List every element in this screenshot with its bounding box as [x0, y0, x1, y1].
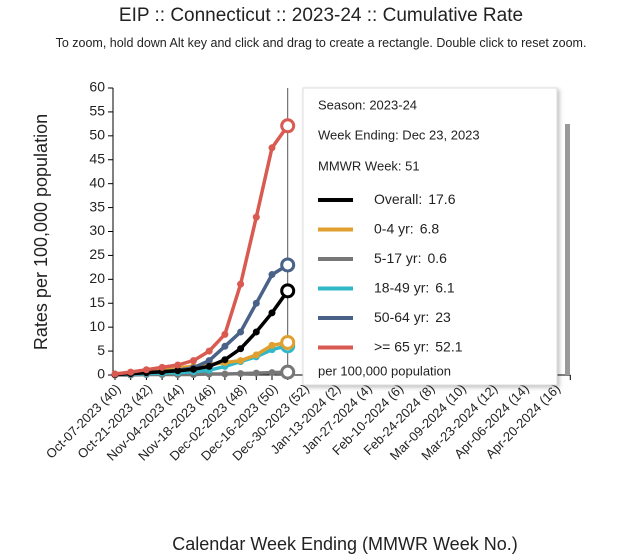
- y-tick-label: 40: [89, 174, 105, 190]
- y-tick-label: 15: [89, 294, 105, 310]
- y-tick-label: 30: [89, 222, 105, 238]
- series-line: [114, 124, 290, 376]
- tooltip-item-value: 52.1: [435, 338, 462, 354]
- y-tick-label: 10: [89, 318, 105, 334]
- data-point: [237, 328, 245, 336]
- tooltip-item: >= 65 yr: 52.1: [374, 338, 463, 354]
- tooltip-item: 0-4 yr: 6.8: [374, 220, 439, 236]
- tooltip-mmwr: MMWR Week: 51: [318, 158, 420, 173]
- data-point: [174, 367, 182, 375]
- tooltip-item-name: 18-49 yr:: [374, 279, 429, 295]
- data-point: [252, 213, 260, 221]
- tooltip-item-value: 0.6: [427, 250, 447, 266]
- tooltip-item: 18-49 yr: 6.1: [374, 279, 455, 295]
- data-point: [205, 357, 213, 365]
- data-point: [190, 365, 197, 373]
- data-point: [268, 271, 276, 279]
- y-tick-label: 0: [97, 366, 105, 382]
- y-tick-label: 50: [89, 127, 105, 143]
- data-point: [205, 362, 213, 370]
- tooltip-item: 50-64 yr: 23: [374, 309, 451, 325]
- data-point: [190, 357, 197, 365]
- y-tick-label: 20: [89, 270, 105, 286]
- data-point: [174, 361, 182, 369]
- tooltip-item-value: 6.1: [435, 279, 455, 295]
- data-point: [221, 356, 229, 364]
- tooltip-item: Overall: 17.6: [374, 191, 456, 207]
- scroll-bar: [565, 124, 570, 375]
- data-point: [268, 309, 276, 317]
- data-point: [280, 334, 296, 350]
- y-tick-label: 35: [89, 198, 105, 214]
- tooltip-box: [302, 87, 558, 386]
- tooltip-item-name: 0-4 yr:: [374, 220, 414, 236]
- data-point: [237, 370, 245, 378]
- data-point: [268, 341, 276, 349]
- tooltip-week: Week Ending: Dec 23, 2023: [318, 127, 480, 142]
- data-point: [111, 370, 119, 378]
- tooltip-item-name: >= 65 yr:: [374, 338, 429, 354]
- tooltip-item-name: 5-17 yr:: [374, 250, 421, 266]
- data-point: [280, 257, 296, 273]
- chart-title: EIP :: Connecticut :: 2023-24 :: Cumulat…: [119, 5, 523, 26]
- data-point: [280, 283, 296, 299]
- data-point: [252, 351, 260, 359]
- x-axis-label: Calendar Week Ending (MMWR Week No.): [172, 534, 517, 554]
- tooltip: Season: 2023-24 Week Ending: Dec 23, 2023…: [302, 87, 558, 386]
- data-point: [221, 370, 229, 378]
- tooltip-item: 5-17 yr: 0.6: [374, 250, 447, 266]
- tooltip-item-value: 17.6: [428, 191, 455, 207]
- y-tick-label: 55: [89, 103, 105, 119]
- data-point: [158, 363, 166, 371]
- data-point: [142, 366, 150, 374]
- y-tick-label: 5: [97, 342, 105, 358]
- data-point: [237, 280, 245, 288]
- tooltip-season: Season: 2023-24: [318, 97, 417, 112]
- data-point: [280, 118, 296, 134]
- tooltip-item-name: Overall:: [374, 191, 422, 207]
- data-point: [237, 357, 245, 365]
- chart-subtitle: To zoom, hold down Alt key and click and…: [55, 36, 587, 50]
- data-point: [221, 342, 229, 350]
- data-point: [221, 330, 229, 338]
- y-tick-label: 25: [89, 246, 105, 262]
- data-point: [280, 364, 296, 380]
- data-point: [268, 369, 276, 377]
- series-line: [114, 289, 290, 377]
- data-point: [252, 328, 260, 336]
- data-point: [252, 299, 260, 307]
- tooltip-item-name: 50-64 yr:: [374, 309, 429, 325]
- data-point: [268, 144, 276, 152]
- data-point: [205, 347, 213, 355]
- tooltip-item-value: 6.8: [420, 220, 440, 236]
- data-point: [252, 369, 260, 377]
- series-line: [114, 263, 289, 377]
- data-point: [127, 368, 135, 376]
- subtitle-box: To zoom, hold down Alt key and click and…: [55, 36, 587, 50]
- y-tick-label: 45: [89, 150, 105, 166]
- y-tick-label: 60: [89, 79, 105, 95]
- data-point: [237, 345, 245, 353]
- tooltip-footer: per 100,000 population: [318, 363, 451, 378]
- y-axis-label: Rates per 100,000 population: [31, 114, 51, 350]
- tooltip-item-value: 23: [435, 309, 451, 325]
